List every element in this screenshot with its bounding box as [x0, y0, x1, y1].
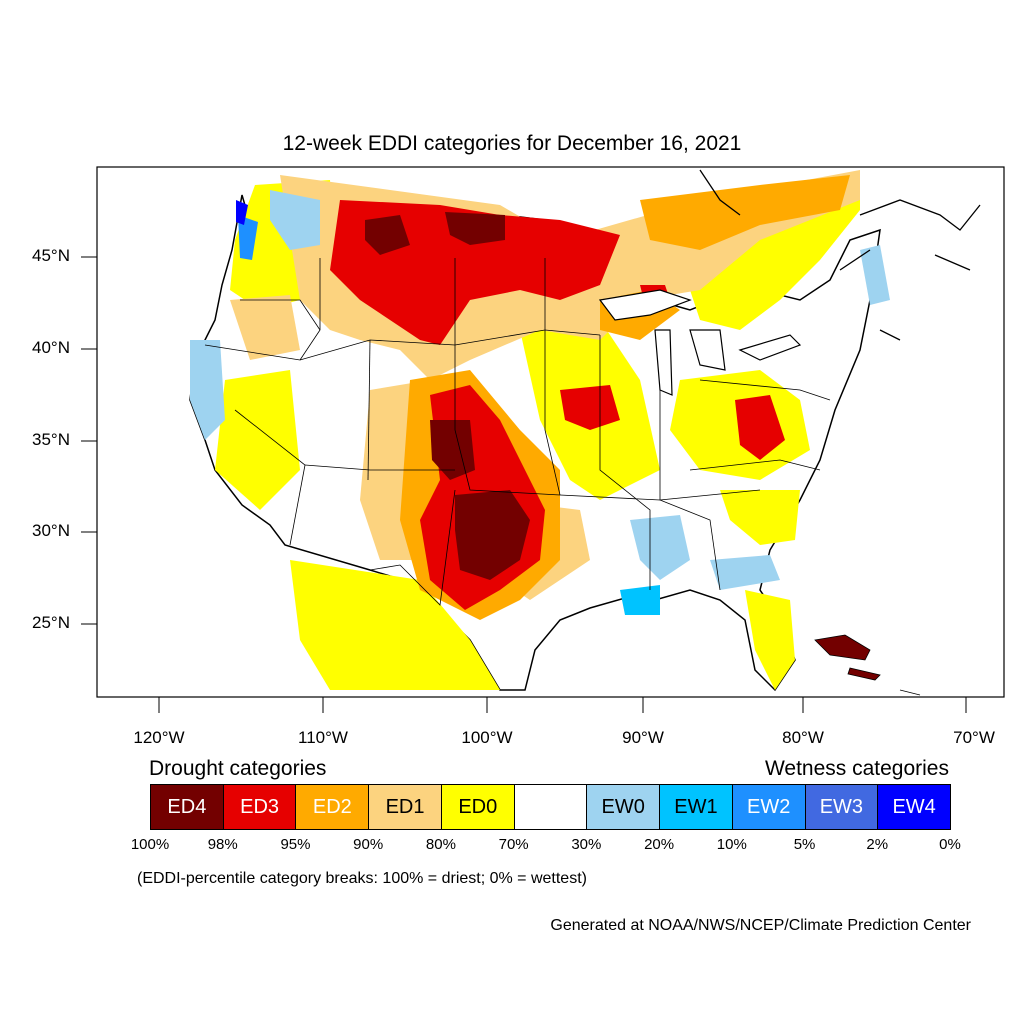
wetness-heading: Wetness categories — [764, 757, 949, 780]
legend-break-label: 100% — [130, 836, 170, 853]
ew-region — [238, 215, 258, 260]
ew-region — [860, 245, 890, 305]
map-frame — [96, 166, 1005, 698]
lon-label: 80°W — [782, 728, 824, 747]
legend-break-label: 5% — [793, 836, 816, 853]
ew-region — [710, 555, 780, 590]
ed3-region — [735, 395, 785, 460]
ed0-region — [290, 560, 500, 690]
caribbean-islands — [814, 634, 921, 696]
legend-swatch: EW4 — [877, 784, 951, 830]
legend-break-label: 95% — [280, 836, 311, 853]
lon-label: 70°W — [953, 728, 995, 747]
ed4-region — [445, 212, 505, 245]
lon-label: 90°W — [622, 728, 664, 747]
legend-break-label: 98% — [207, 836, 238, 853]
legend-swatch — [513, 784, 588, 830]
legend-swatch: ED2 — [295, 784, 370, 830]
legend-swatch: ED1 — [368, 784, 442, 830]
map-layer — [189, 169, 981, 696]
category-note: (EDDI-percentile category breaks: 100% =… — [137, 870, 587, 887]
lon-label: 120°W — [133, 728, 185, 747]
ed1-region — [230, 295, 300, 360]
legend-swatch: ED4 — [150, 784, 224, 830]
legend-swatch: EW2 — [731, 784, 806, 830]
ed3-region — [560, 385, 620, 430]
map-title: 12-week EDDI categories for December 16,… — [282, 132, 742, 155]
legend-break-label: 0% — [939, 836, 961, 853]
lon-ticks — [158, 697, 967, 713]
ew-region — [620, 585, 660, 615]
legend-break-label: 80% — [425, 836, 456, 853]
legend-swatch: EW0 — [586, 784, 661, 830]
ed0-region — [745, 590, 795, 690]
canada-coastline — [699, 169, 981, 341]
ed4-region — [365, 215, 410, 255]
drought-heading: Drought categories — [149, 757, 327, 780]
lon-label: 100°W — [461, 728, 513, 747]
ew-region — [270, 190, 320, 250]
great-lakes — [598, 289, 802, 396]
legend-break-label: 2% — [866, 836, 889, 853]
legend-break-label: 90% — [353, 836, 384, 853]
ed0-region — [720, 490, 800, 545]
legend-break-label: 20% — [644, 836, 675, 853]
ed0-region — [215, 370, 300, 510]
legend-swatch: ED0 — [440, 784, 515, 830]
lat-label: 45°N — [32, 246, 70, 265]
ew-region — [630, 515, 690, 580]
ew-region — [190, 340, 225, 440]
lon-label: 110°W — [298, 728, 348, 747]
legend-swatch: EW1 — [659, 784, 733, 830]
legend-break-label: 70% — [498, 836, 529, 853]
lat-label: 40°N — [32, 338, 70, 357]
lat-label: 35°N — [32, 430, 70, 449]
lat-label: 25°N — [32, 613, 70, 632]
legend-swatch: EW3 — [804, 784, 879, 830]
state-borders — [204, 258, 831, 606]
legend-break-label: 30% — [571, 836, 602, 853]
ed2-region — [640, 175, 850, 250]
ed4-region — [455, 490, 530, 580]
legend-swatch: ED3 — [222, 784, 297, 830]
credit-text: Generated at NOAA/NWS/NCEP/Climate Predi… — [550, 917, 971, 934]
ew-region — [236, 200, 248, 225]
legend-break-label: 10% — [716, 836, 747, 853]
lat-ticks — [81, 256, 97, 625]
lat-label: 30°N — [32, 521, 70, 540]
